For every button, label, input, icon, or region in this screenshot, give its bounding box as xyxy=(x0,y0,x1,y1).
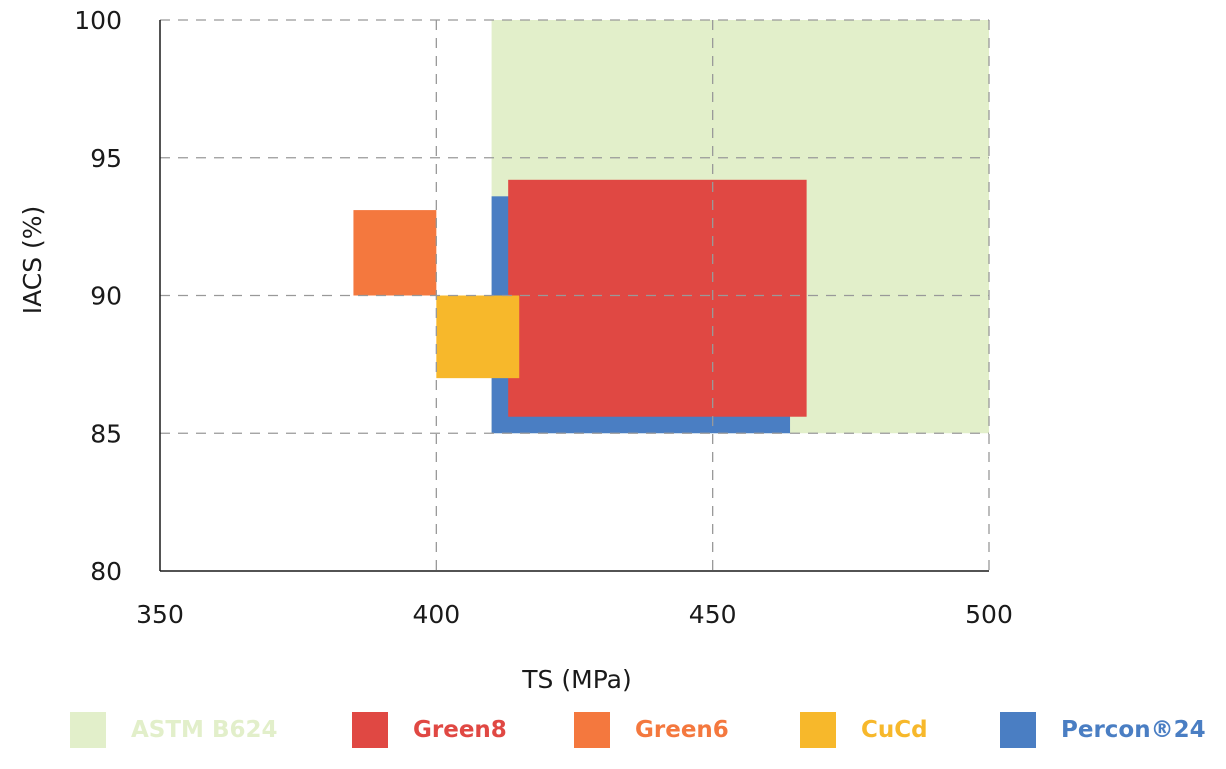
legend-swatch xyxy=(352,712,388,748)
y-tick-label: 80 xyxy=(90,557,122,586)
y-tick-label: 85 xyxy=(90,419,122,448)
range-rectangles xyxy=(353,20,989,434)
axes xyxy=(159,20,989,572)
x-tick-label: 350 xyxy=(136,600,184,629)
range-rect-green8 xyxy=(508,179,807,417)
range-rect-green6 xyxy=(353,210,437,296)
y-tick-label: 90 xyxy=(90,282,122,311)
legend-item-green8: Green8 xyxy=(352,705,507,755)
x-tick-label: 500 xyxy=(965,600,1013,629)
chart: 350 400 450 500 80 85 90 95 100 TS (MPa) IACS (%… xyxy=(18,6,1013,694)
y-axis-title: IACS (%) xyxy=(18,206,47,315)
legend-label: ASTM B624 xyxy=(131,717,278,743)
x-tick-label: 450 xyxy=(689,600,737,629)
legend-item-green6: Green6 xyxy=(574,705,729,755)
legend: ASTM B624 Green8 Green6 CuCd Percon®24 xyxy=(0,705,1226,755)
legend-swatch xyxy=(574,712,610,748)
grid-lines xyxy=(160,19,990,571)
legend-label: Percon®24 xyxy=(1061,717,1206,743)
range-rect-cucd xyxy=(436,295,520,379)
legend-item-cucd: CuCd xyxy=(800,705,928,755)
tick-labels: 350 400 450 500 80 85 90 95 100 xyxy=(74,6,1013,629)
y-tick-label: 95 xyxy=(90,144,122,173)
legend-item-percon-24: Percon®24 xyxy=(1000,705,1206,755)
legend-swatch xyxy=(1000,712,1036,748)
x-tick-label: 400 xyxy=(412,600,460,629)
x-axis-title: TS (MPa) xyxy=(521,665,631,694)
legend-label: Green8 xyxy=(413,717,507,743)
legend-swatch xyxy=(70,712,106,748)
y-tick-label: 100 xyxy=(74,6,122,35)
legend-swatch xyxy=(800,712,836,748)
legend-label: Green6 xyxy=(635,717,729,743)
legend-label: CuCd xyxy=(861,717,928,743)
legend-item-astm-b624: ASTM B624 xyxy=(70,705,278,755)
